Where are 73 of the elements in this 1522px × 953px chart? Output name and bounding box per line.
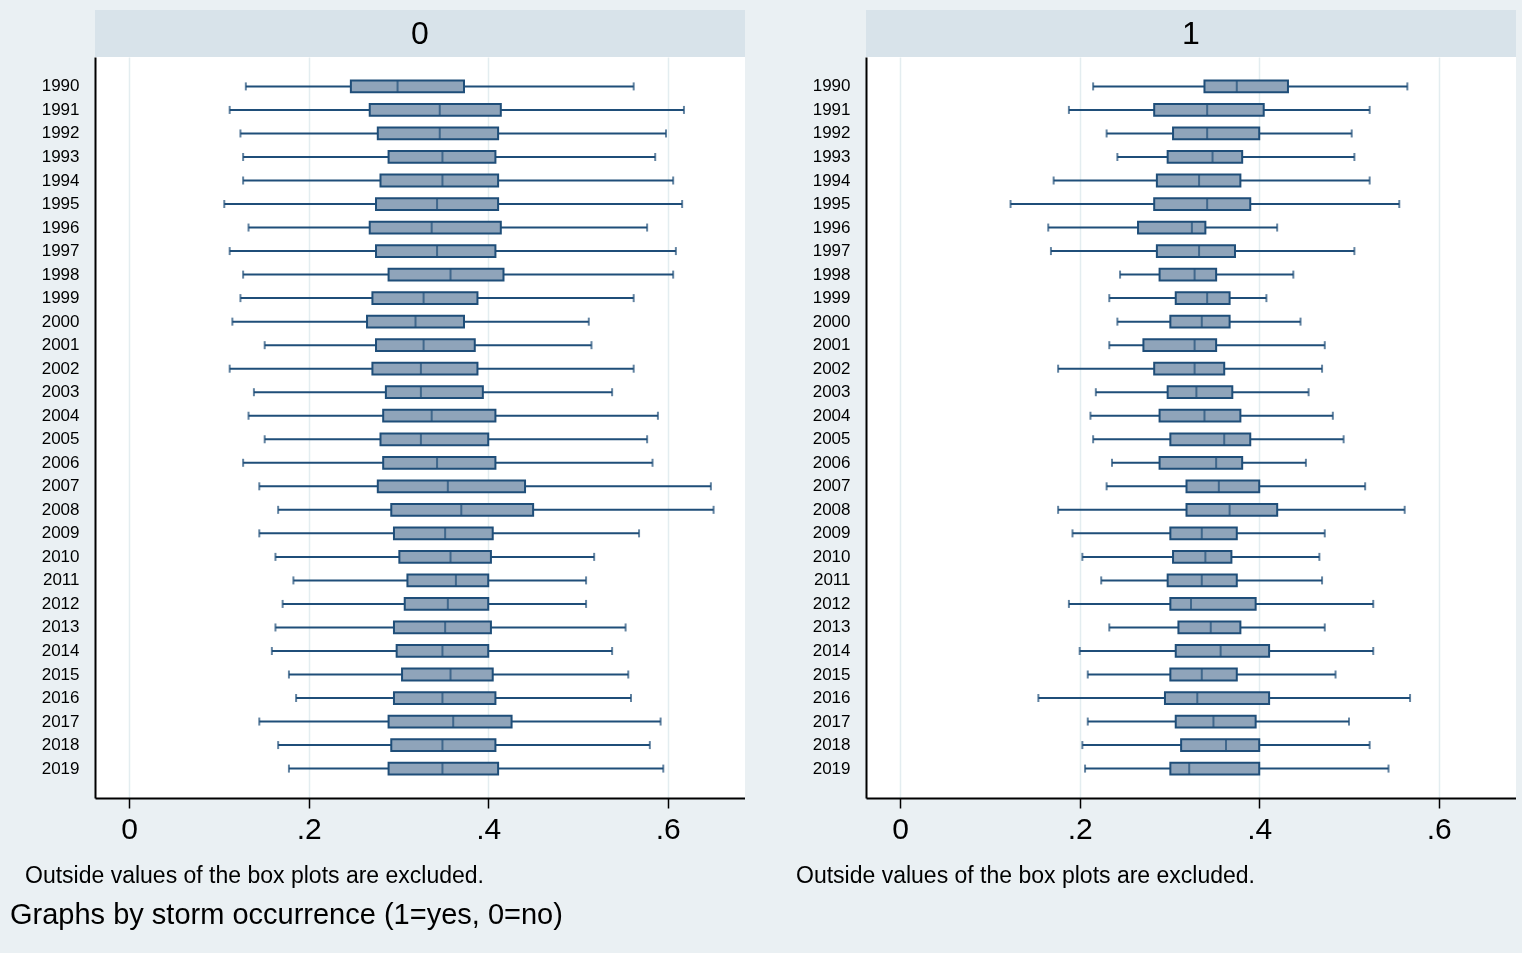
- x-tick-label: 0: [892, 811, 909, 845]
- y-tick-label: 1992: [41, 123, 80, 143]
- x-tick-label: .4: [1247, 811, 1273, 845]
- y-tick-label: 2015: [812, 664, 851, 684]
- y-tick-label: 1995: [812, 194, 851, 214]
- y-tick-label: 2002: [812, 358, 851, 378]
- y-tick-label: 2000: [41, 311, 80, 331]
- y-tick-label: 2010: [812, 546, 851, 566]
- y-tick-label: 2008: [812, 499, 851, 519]
- y-tick-label: 2009: [812, 523, 851, 543]
- y-tick-label: 2008: [41, 499, 80, 519]
- y-tick-label: 2003: [41, 382, 80, 402]
- chart-title: 0: [95, 10, 745, 57]
- y-tick-label: 2004: [812, 405, 851, 425]
- y-tick-label: 1995: [41, 194, 80, 214]
- y-tick-label: 2016: [812, 688, 851, 708]
- y-tick-label: 2012: [41, 593, 80, 613]
- y-tick-label: 2005: [41, 429, 80, 449]
- y-tick-label: 2001: [41, 335, 80, 355]
- y-tick-label: 2018: [41, 735, 80, 755]
- y-tick-label: 2007: [812, 476, 851, 496]
- x-tick-label: .2: [296, 811, 322, 845]
- y-tick-label: 1998: [41, 264, 80, 284]
- y-tick-label: 2006: [41, 452, 80, 472]
- y-tick-label: 1996: [812, 217, 851, 237]
- y-tick-label: 1990: [812, 76, 851, 96]
- y-tick-label: 1993: [41, 146, 80, 166]
- y-tick-label: 1991: [812, 99, 851, 119]
- y-tick-label: 1998: [812, 264, 851, 284]
- y-tick-label: 1994: [41, 170, 80, 190]
- y-tick-label: 2004: [41, 405, 80, 425]
- y-tick-label: 1991: [41, 99, 80, 119]
- y-tick-label: 2017: [812, 711, 851, 731]
- y-tick-label: 2012: [812, 593, 851, 613]
- y-tick-label: 2000: [812, 311, 851, 331]
- y-tick-label: 2006: [812, 452, 851, 472]
- y-tick-label: 2013: [812, 617, 851, 637]
- y-tick-label: 1990: [41, 76, 80, 96]
- x-tick-label: .6: [1426, 811, 1452, 845]
- y-tick-label: 2014: [812, 640, 851, 660]
- y-tick-label: 1997: [812, 241, 851, 261]
- text: Outside values of the box plots are excluded.: [796, 862, 1256, 889]
- y-tick-label: 2010: [41, 546, 80, 566]
- y-tick-label: 2011: [42, 570, 80, 590]
- y-tick-label: 2016: [41, 688, 80, 708]
- text: Outside values of the box plots are excluded.: [25, 862, 485, 889]
- y-tick-label: 1999: [812, 288, 851, 308]
- text: Graphs by storm occurrence (1=yes, 0=no): [10, 898, 563, 931]
- x-tick-label: .4: [476, 811, 502, 845]
- x-tick-label: .2: [1067, 811, 1093, 845]
- y-tick-label: 1994: [812, 170, 851, 190]
- y-tick-label: 2001: [812, 335, 851, 355]
- y-tick-label: 2013: [41, 617, 80, 637]
- chart-title: 1: [866, 10, 1516, 57]
- y-tick-label: 2018: [812, 735, 851, 755]
- y-tick-label: 2017: [41, 711, 80, 731]
- y-tick-label: 2019: [41, 758, 80, 778]
- y-tick-label: 2015: [41, 664, 80, 684]
- y-tick-label: 2003: [812, 382, 851, 402]
- y-tick-label: 1997: [41, 241, 80, 261]
- y-tick-label: 1992: [812, 123, 851, 143]
- y-tick-label: 1993: [812, 146, 851, 166]
- x-tick-label: 0: [121, 811, 138, 845]
- x-tick-label: .6: [655, 811, 681, 845]
- y-tick-label: 2009: [41, 523, 80, 543]
- y-tick-label: 2007: [41, 476, 80, 496]
- y-tick-label: 1996: [41, 217, 80, 237]
- y-tick-label: 1999: [41, 288, 80, 308]
- y-tick-label: 2014: [41, 640, 80, 660]
- y-tick-label: 2019: [812, 758, 851, 778]
- y-tick-label: 2005: [812, 429, 851, 449]
- y-tick-label: 2002: [41, 358, 80, 378]
- y-tick-label: 2011: [813, 570, 851, 590]
